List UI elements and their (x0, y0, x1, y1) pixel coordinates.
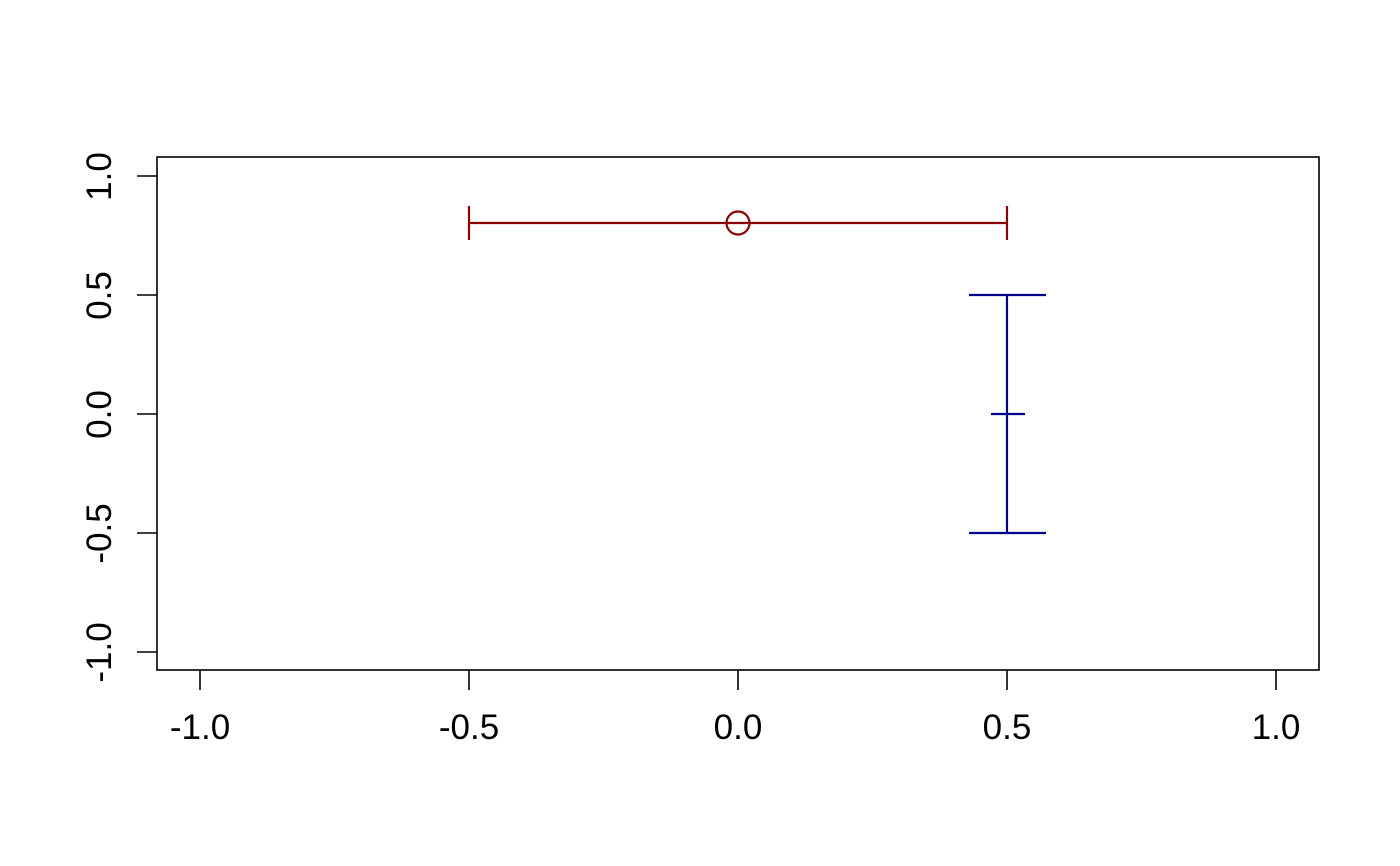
svg-text:1.0: 1.0 (80, 152, 119, 201)
svg-text:-1.0: -1.0 (80, 622, 119, 682)
svg-text:0.5: 0.5 (80, 271, 119, 320)
svg-text:-0.5: -0.5 (80, 503, 119, 563)
svg-text:1.0: 1.0 (1252, 708, 1301, 747)
svg-text:-0.5: -0.5 (439, 708, 499, 747)
svg-text:-1.0: -1.0 (170, 708, 230, 747)
svg-text:0.5: 0.5 (983, 708, 1032, 747)
svg-text:0.0: 0.0 (80, 390, 119, 439)
svg-text:0.0: 0.0 (714, 708, 763, 747)
